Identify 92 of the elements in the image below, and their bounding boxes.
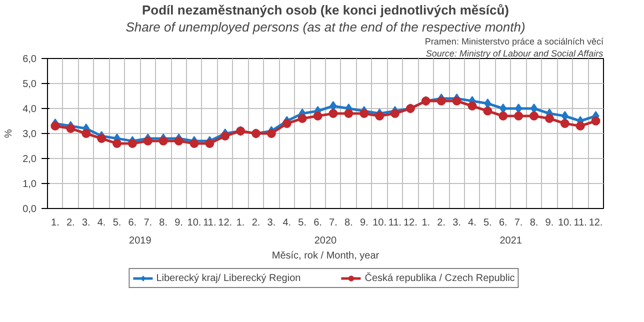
y-tick-label: 4,0 — [22, 104, 37, 115]
x-axis-title: Měsíc, rok / Month, year — [272, 250, 380, 262]
point — [128, 139, 137, 148]
y-tick-label: 0,0 — [22, 204, 37, 215]
point — [328, 109, 338, 118]
point — [483, 106, 492, 116]
x-tick-label: 4. — [97, 218, 106, 228]
x-tick-label: 5. — [112, 218, 122, 228]
point — [452, 96, 462, 106]
point — [143, 136, 152, 146]
x-tick-label: 12. — [588, 218, 603, 228]
point — [266, 129, 276, 138]
point — [530, 112, 538, 120]
point — [190, 139, 199, 148]
point — [330, 101, 337, 111]
x-tick-label: 9. — [174, 218, 183, 228]
x-tick-label: 9. — [360, 218, 368, 228]
y-tick-label: 5,0 — [22, 79, 37, 90]
x-tick-label: 5. — [298, 218, 307, 228]
y-tick-label: 1,0 — [22, 179, 37, 190]
x-tick-label: 11. — [574, 218, 587, 228]
point — [112, 139, 122, 148]
point — [576, 122, 585, 130]
chart-title: Podíl nezaměstnaných osob (ke konci jednotlivých měsíců) — [142, 2, 509, 18]
point — [50, 122, 60, 130]
point — [436, 96, 446, 106]
x-tick-label: 8. — [344, 218, 353, 228]
point — [514, 112, 524, 120]
point — [344, 109, 354, 118]
x-tick-label: 6. — [314, 218, 322, 228]
x-tick-label: 5. — [483, 218, 492, 228]
x-tick-label: 2. — [252, 218, 260, 228]
point — [530, 104, 538, 114]
x-tick-label: 2. — [66, 218, 75, 228]
point — [205, 139, 214, 148]
x-tick-label: 1. — [236, 218, 245, 228]
text: Pramen: Ministerstvo práce a sociálních věcí — [424, 36, 604, 46]
x-tick-label: 9. — [545, 218, 554, 228]
x-tick-label: 8. — [530, 218, 538, 228]
point — [158, 136, 168, 146]
x-tick-label: 10. — [558, 218, 572, 228]
point — [515, 104, 522, 114]
x-tick-label: 12. — [218, 218, 232, 228]
x-tick-label: 3. — [82, 218, 90, 228]
point — [66, 124, 76, 133]
point — [591, 116, 600, 126]
point — [375, 112, 384, 120]
x-tick-label: 11. — [388, 218, 402, 228]
y-tick-label: 3,0 — [22, 129, 37, 140]
legend-label: Liberecký kraj/ Liberecký Region — [156, 272, 301, 284]
x-tick-label: 7. — [144, 218, 152, 228]
point — [544, 114, 554, 123]
legend-label: Česká republika / Czech Republic — [364, 272, 515, 284]
y-axis-title: % — [4, 128, 15, 138]
point — [498, 112, 508, 120]
x-tick-label: 1. — [422, 218, 430, 228]
point — [298, 114, 307, 123]
x-tick-label: 10. — [372, 218, 387, 228]
point — [500, 104, 507, 114]
y-tick-label: 2,0 — [22, 154, 37, 165]
point — [360, 109, 369, 118]
point — [82, 129, 91, 138]
point — [561, 111, 568, 121]
x-tick-label: 8. — [159, 218, 168, 228]
point — [174, 136, 184, 146]
x-tick-label: 7. — [329, 218, 338, 228]
point — [97, 134, 106, 143]
point — [484, 98, 492, 108]
point — [390, 109, 400, 118]
x-tick-label: 7. — [514, 218, 523, 228]
text: 2021 — [500, 236, 522, 246]
x-tick-label: 1. — [51, 218, 60, 228]
text: 2020 — [314, 236, 338, 246]
point — [313, 112, 322, 120]
x-tick-label: 11. — [203, 218, 216, 228]
x-tick-label: 2. — [437, 218, 446, 228]
x-tick-label: 6. — [128, 218, 137, 228]
x-tick-label: 10. — [187, 218, 202, 228]
x-tick-label: 3. — [267, 218, 276, 228]
text: 2019 — [129, 236, 152, 246]
point — [468, 102, 477, 110]
point — [560, 119, 570, 128]
point — [282, 119, 292, 128]
point — [220, 132, 230, 140]
annotation: Source: Ministry of Labour and Social Affairs — [426, 48, 604, 58]
x-tick-label: 12. — [403, 218, 418, 228]
y-tick-label: 6,0 — [22, 54, 37, 65]
x-tick-label: 4. — [282, 218, 292, 228]
x-tick-label: 6. — [498, 218, 508, 228]
x-tick-label: 3. — [452, 218, 461, 228]
chart-subtitle: Share of unemployed persons (as at the end of the respective month) — [126, 20, 526, 34]
x-tick-label: 4. — [468, 218, 476, 228]
